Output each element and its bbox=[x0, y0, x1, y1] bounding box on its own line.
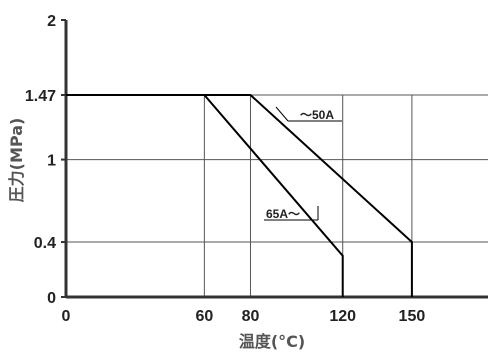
annotation-label-1: 65A〜 bbox=[266, 207, 300, 221]
x-tick-label-1: 60 bbox=[195, 308, 213, 325]
x-tick-label-0: 0 bbox=[62, 308, 71, 325]
x-tick-label-3: 120 bbox=[329, 308, 356, 325]
y-tick-label-1: 0.4 bbox=[34, 235, 56, 252]
y-tick-label-3: 1.47 bbox=[25, 88, 56, 105]
x-axis-title: 温度(°C) bbox=[238, 332, 305, 351]
x-tick-label-4: 150 bbox=[399, 308, 426, 325]
grid-layer bbox=[66, 94, 488, 297]
series-layer bbox=[66, 94, 413, 297]
annotation-label-0: 〜50A bbox=[300, 108, 334, 122]
x-tick-label-2: 80 bbox=[242, 308, 260, 325]
y-tick-label-2: 1 bbox=[47, 153, 56, 170]
annotation-leader-0 bbox=[275, 106, 289, 122]
label-layer: 0 0.4 1 1.47 2 0 60 80 120 150 〜50A 65A〜 bbox=[25, 13, 425, 325]
y-tick-label-4: 2 bbox=[47, 13, 56, 30]
axis-layer bbox=[61, 19, 488, 299]
y-axis-title: 圧力(MPa) bbox=[7, 118, 26, 203]
y-tick-label-0: 0 bbox=[47, 290, 56, 307]
series-line-0 bbox=[66, 94, 413, 297]
series-line-1 bbox=[203, 94, 344, 297]
